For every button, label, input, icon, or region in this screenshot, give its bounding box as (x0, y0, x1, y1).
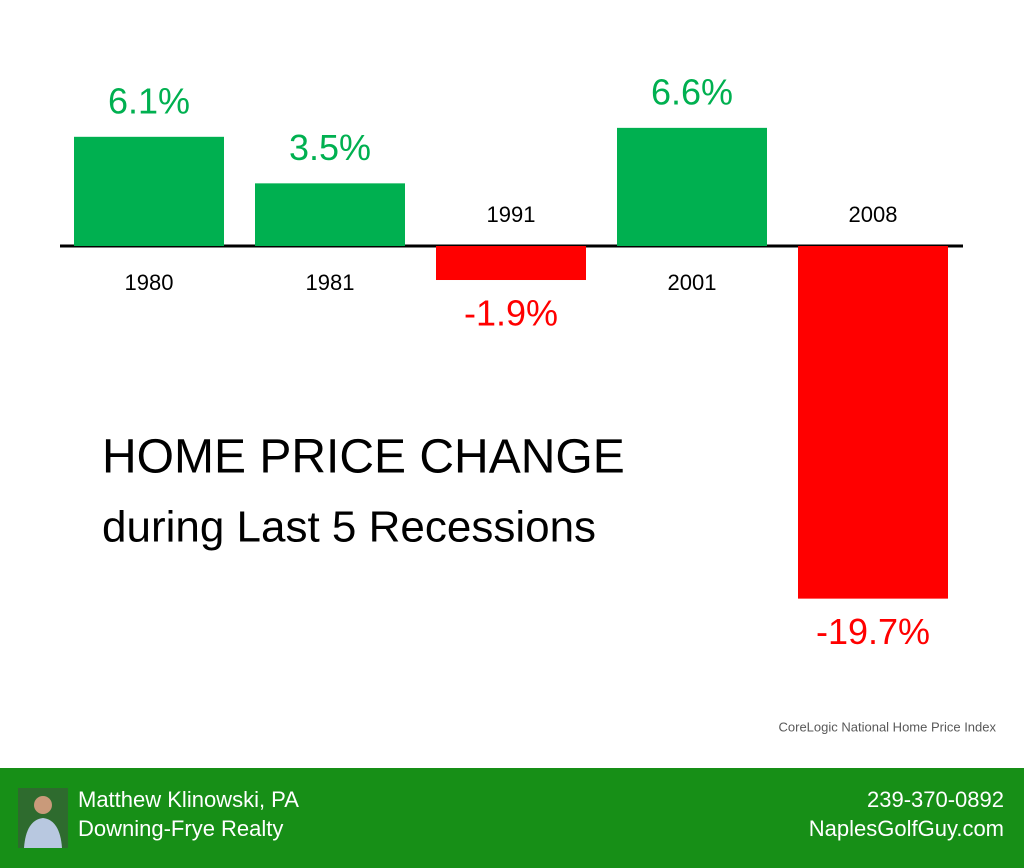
bar (617, 127, 767, 246)
bar (74, 136, 224, 246)
bar (255, 183, 405, 246)
category-label: 2008 (849, 202, 898, 227)
value-label: 6.6% (651, 71, 733, 112)
footer-band (0, 768, 1024, 868)
agent-photo (18, 788, 68, 848)
agent-name: Matthew Klinowski, PA (78, 787, 299, 812)
category-label: 1981 (306, 270, 355, 295)
value-label: 6.1% (108, 80, 190, 121)
category-label: 2001 (668, 270, 717, 295)
source: CoreLogic National Home Price Index (779, 719, 997, 734)
chart-subtitle: during Last 5 Recessions (102, 503, 596, 552)
bar (436, 246, 586, 281)
value-label: -1.9% (464, 293, 558, 334)
category-label: 1980 (125, 270, 174, 295)
chart-title: HOME PRICE CHANGE (102, 431, 625, 484)
category-label: 1991 (487, 202, 536, 227)
value-label: -19.7% (816, 611, 930, 652)
agent-phone: 239-370-0892 (867, 787, 1004, 812)
agent-company: Downing-Frye Realty (78, 816, 283, 841)
agent-website: NaplesGolfGuy.com (809, 816, 1004, 841)
value-label: 3.5% (289, 127, 371, 168)
bar (798, 246, 948, 599)
